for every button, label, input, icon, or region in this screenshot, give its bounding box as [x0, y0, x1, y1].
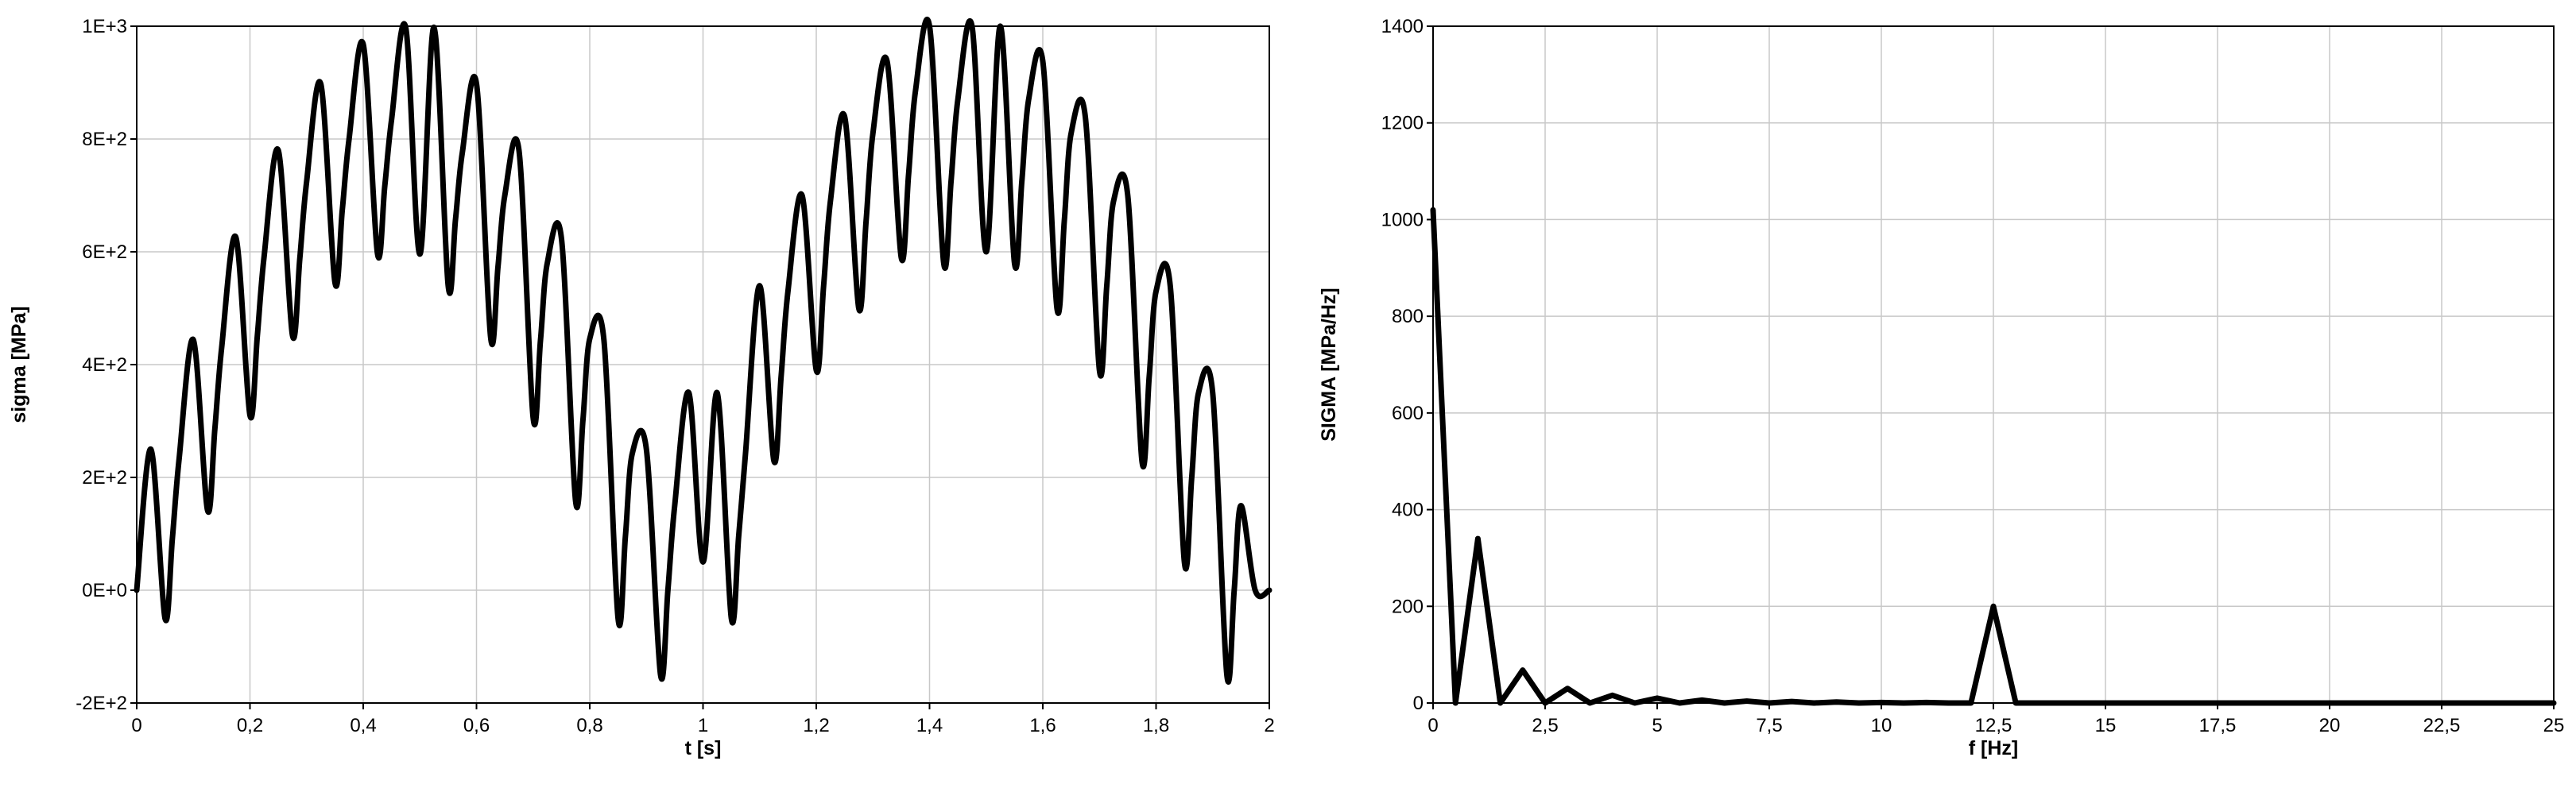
- sigma-time-x-tick-label: 0,2: [237, 715, 263, 736]
- sigma-time-y-tick-label: -2E+2: [76, 693, 127, 714]
- sigma-time-x-tick-label: 1: [698, 715, 708, 736]
- sigma-frequency-y-tick-label: 400: [1392, 500, 1424, 521]
- sigma-time-x-tick-label: 2: [1264, 715, 1274, 736]
- sigma-time-x-tick-label: 1,6: [1029, 715, 1056, 736]
- sigma-frequency-x-tick-label: 12,5: [1975, 715, 2012, 736]
- sigma-frequency-y-tick-label: 1200: [1381, 113, 1424, 134]
- sigma-frequency-x-tick-label: 25: [2543, 715, 2565, 736]
- sigma-time-y-tick-label: 2E+2: [82, 467, 127, 489]
- sigma-time-y-tick-label: 4E+2: [82, 354, 127, 376]
- sigma-frequency-x-axis-label: f [Hz]: [1969, 737, 2018, 759]
- sigma-time-series-line: [134, 16, 1273, 686]
- sigma-frequency-grid: [1432, 25, 2555, 704]
- sigma-frequency-chart: 0 2,5 5 7,5 10 12,5 15 17,5 20 22,5 25 0 200 400 600 80…: [1318, 16, 2564, 759]
- sigma-time-y-tick-label: 0E+0: [82, 580, 127, 601]
- sigma-frequency-y-tick-label: 1400: [1381, 16, 1424, 37]
- sigma-frequency-x-tick-label: 2,5: [1532, 715, 1558, 736]
- sigma-time-x-tick-label: 0,8: [576, 715, 602, 736]
- sigma-frequency-x-tick-label: 15: [2095, 715, 2117, 736]
- sigma-frequency-y-tick-label: 200: [1392, 596, 1424, 617]
- sigma-time-x-tick-label: 1,8: [1143, 715, 1169, 736]
- sigma-time-y-tick-label: 8E+2: [82, 129, 127, 150]
- sigma-time-y-tick-label: 6E+2: [82, 241, 127, 263]
- sigma-frequency-y-tick-label: 1000: [1381, 209, 1424, 230]
- sigma-time-y-tick-label: 1E+3: [82, 16, 127, 37]
- sigma-frequency-x-tick-label: 10: [1871, 715, 1892, 736]
- sigma-frequency-series-line: [1430, 207, 2557, 706]
- sigma-frequency-y-tick-label: 600: [1392, 403, 1424, 424]
- sigma-time-x-tick-label: 0: [131, 715, 141, 736]
- sigma-frequency-x-tick-label: 7,5: [1756, 715, 1782, 736]
- sigma-frequency-x-tick-label: 17,5: [2199, 715, 2237, 736]
- sigma-time-x-tick-label: 1,2: [803, 715, 829, 736]
- sigma-frequency-x-tick-label: 20: [2319, 715, 2341, 736]
- sigma-frequency-y-axis-label: SIGMA [MPa/Hz]: [1318, 288, 1340, 442]
- sigma-time-y-axis-label: sigma [MPa]: [8, 306, 30, 423]
- sigma-time-ticks: 0 0,2 0,4 0,6 0,8 1 1,2 1,4 1,6 1,8 2 -2E+2 0E+0 2E+2…: [76, 16, 1274, 736]
- sigma-frequency-x-tick-label: 22,5: [2423, 715, 2461, 736]
- sigma-frequency-ticks: 0 2,5 5 7,5 10 12,5 15 17,5 20 22,5 25 0 200 400 600 80…: [1381, 16, 2565, 736]
- sigma-frequency-x-tick-label: 0: [1427, 715, 1438, 736]
- sigma-time-x-tick-label: 0,4: [350, 715, 376, 736]
- sigma-time-chart: 0 0,2 0,4 0,6 0,8 1 1,2 1,4 1,6 1,8 2 -2E+2 0E+0 2E+2…: [8, 16, 1275, 759]
- sigma-time-x-tick-label: 0,6: [463, 715, 490, 736]
- sigma-frequency-y-tick-label: 0: [1413, 693, 1424, 714]
- sigma-time-x-axis-label: t [s]: [685, 737, 722, 759]
- sigma-time-x-tick-label: 1,4: [916, 715, 943, 736]
- sigma-frequency-y-tick-label: 800: [1392, 306, 1424, 327]
- sigma-frequency-x-tick-label: 5: [1652, 715, 1662, 736]
